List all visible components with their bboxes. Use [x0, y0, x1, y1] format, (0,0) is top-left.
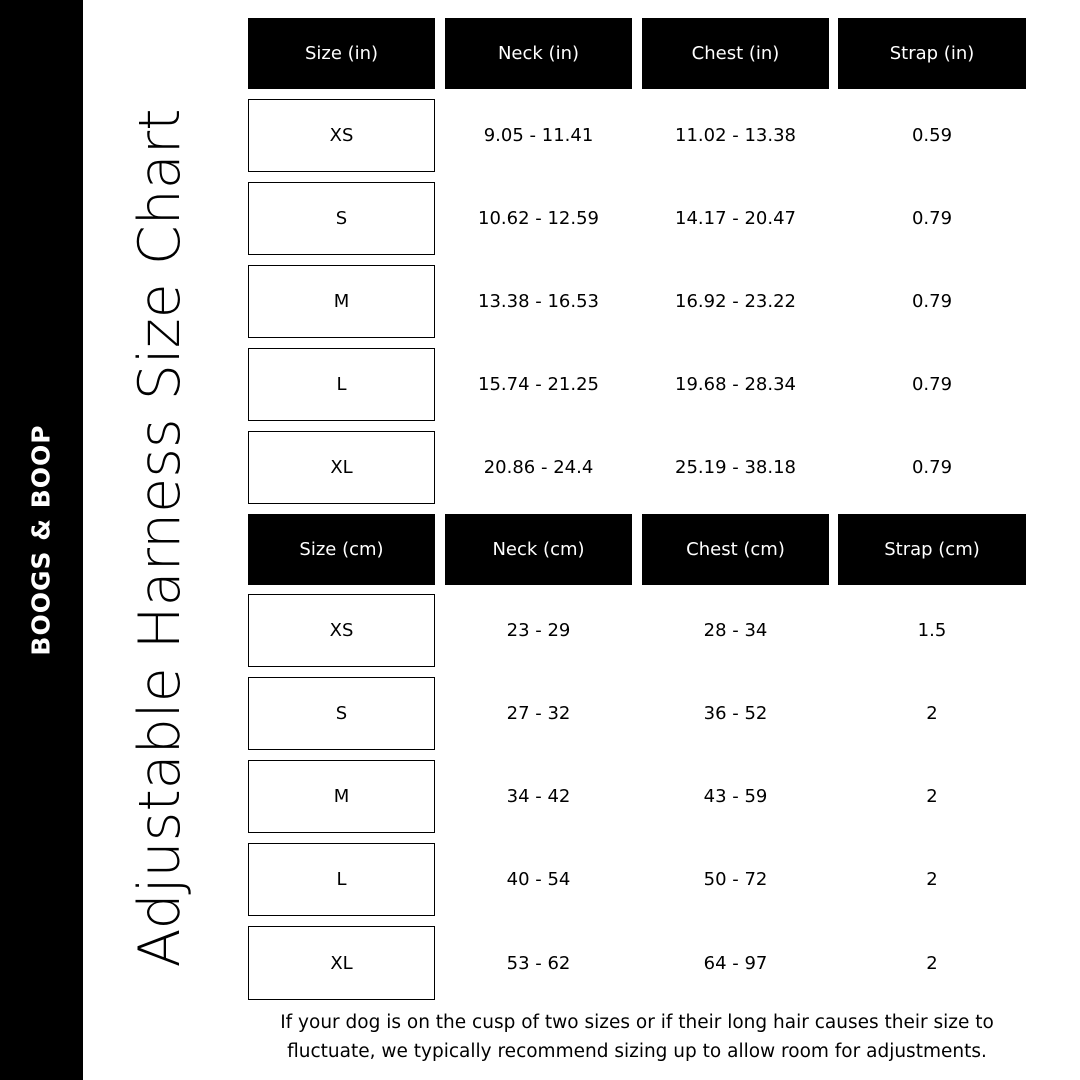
cell-size: XL	[248, 431, 435, 504]
cell-chest: 43 - 59	[703, 786, 768, 807]
cell-strap: 0.79	[911, 208, 953, 229]
sizing-note: If your dog is on the cusp of two sizes …	[248, 1008, 1026, 1066]
cell-chest: 64 - 97	[703, 952, 768, 974]
cell-strap: 2	[926, 786, 938, 807]
brand-sidebar: BOOGS & BOOP	[0, 0, 83, 1080]
cell-strap: 1.5	[917, 620, 947, 641]
cell-chest: 25.19 - 38.18	[675, 457, 796, 478]
header-chest: Chest (in)	[642, 18, 829, 89]
cell-strap: 0.79	[911, 457, 953, 478]
header-neck: Neck (in)	[445, 18, 632, 89]
cell-strap: 0.79	[911, 374, 953, 395]
header-size: Size (cm)	[248, 514, 435, 585]
cell-neck: 53 - 62	[506, 952, 571, 974]
cell-strap: 2	[926, 869, 938, 890]
sizing-note-line-1: If your dog is on the cusp of two sizes …	[280, 1012, 994, 1033]
cell-strap: 0.79	[911, 291, 953, 312]
cell-neck: 15.74 - 21.25	[478, 374, 599, 395]
header-strap: Strap (cm)	[838, 514, 1026, 585]
cell-strap: 0.59	[911, 125, 953, 146]
cell-size: M	[248, 760, 435, 833]
cell-neck: 34 - 42	[506, 786, 571, 807]
header-chest: Chest (cm)	[642, 514, 829, 585]
cell-neck: 9.05 - 11.41	[483, 125, 594, 146]
page-title: Adjustable Harness Size Chart	[127, 108, 193, 968]
cell-size: L	[248, 348, 435, 421]
cell-size: XS	[248, 99, 435, 172]
cell-neck: 10.62 - 12.59	[478, 208, 599, 229]
header-neck: Neck (cm)	[445, 514, 632, 585]
cell-size: M	[248, 265, 435, 338]
brand-logo: BOOGS & BOOP	[26, 424, 56, 656]
cell-size: S	[248, 182, 435, 255]
cell-neck: 40 - 54	[506, 869, 571, 890]
cell-size: XL	[248, 926, 435, 1000]
cell-strap: 2	[926, 952, 938, 974]
header-size: Size (in)	[248, 18, 435, 89]
cell-size: L	[248, 843, 435, 916]
cell-neck: 20.86 - 24.4	[483, 457, 594, 478]
cell-chest: 36 - 52	[703, 703, 768, 724]
cell-strap: 2	[926, 703, 938, 724]
cell-neck: 27 - 32	[506, 703, 571, 724]
cell-chest: 11.02 - 13.38	[675, 125, 796, 146]
cell-chest: 16.92 - 23.22	[675, 291, 796, 312]
cell-size: S	[248, 677, 435, 750]
cell-chest: 28 - 34	[703, 620, 768, 641]
cell-neck: 23 - 29	[506, 620, 571, 641]
header-strap: Strap (in)	[838, 18, 1026, 89]
cell-chest: 19.68 - 28.34	[675, 374, 796, 395]
sizing-note-line-2: fluctuate, we typically recommend sizing…	[287, 1041, 987, 1062]
cell-chest: 50 - 72	[703, 869, 768, 890]
cell-chest: 14.17 - 20.47	[675, 208, 796, 229]
cell-size: XS	[248, 594, 435, 667]
cell-neck: 13.38 - 16.53	[478, 291, 599, 312]
